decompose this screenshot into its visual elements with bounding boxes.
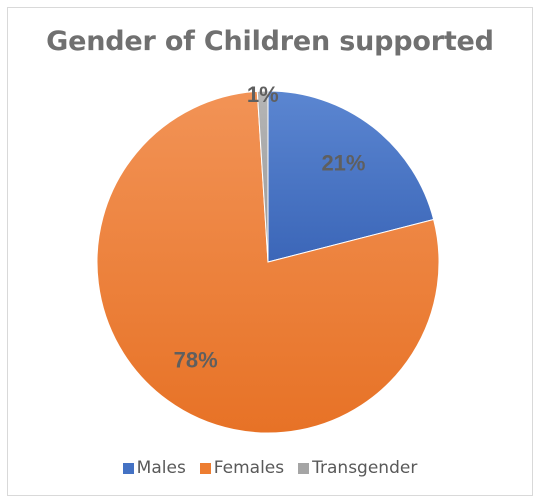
pie-slice-transgender [256, 90, 269, 263]
legend-swatch-males [122, 462, 134, 474]
legend-item-males: Males [122, 458, 186, 478]
pie-slice-females [96, 90, 440, 434]
legend-label-transgender: Transgender [312, 458, 418, 478]
pie-slice-males [267, 90, 435, 263]
legend-item-transgender: Transgender [298, 458, 417, 478]
slice-label-males: 21% [321, 151, 365, 176]
legend-label-males: Males [136, 458, 186, 478]
slice-label-females: 78% [174, 347, 218, 372]
chart-legend: Males Females Transgender [0, 458, 540, 478]
legend-label-females: Females [213, 458, 285, 478]
legend-item-females: Females [199, 458, 285, 478]
chart-title: Gender of Children supported [46, 26, 494, 57]
legend-swatch-transgender [298, 462, 310, 474]
slice-label-transgender: 1% [247, 82, 279, 107]
legend-swatch-females [199, 462, 211, 474]
